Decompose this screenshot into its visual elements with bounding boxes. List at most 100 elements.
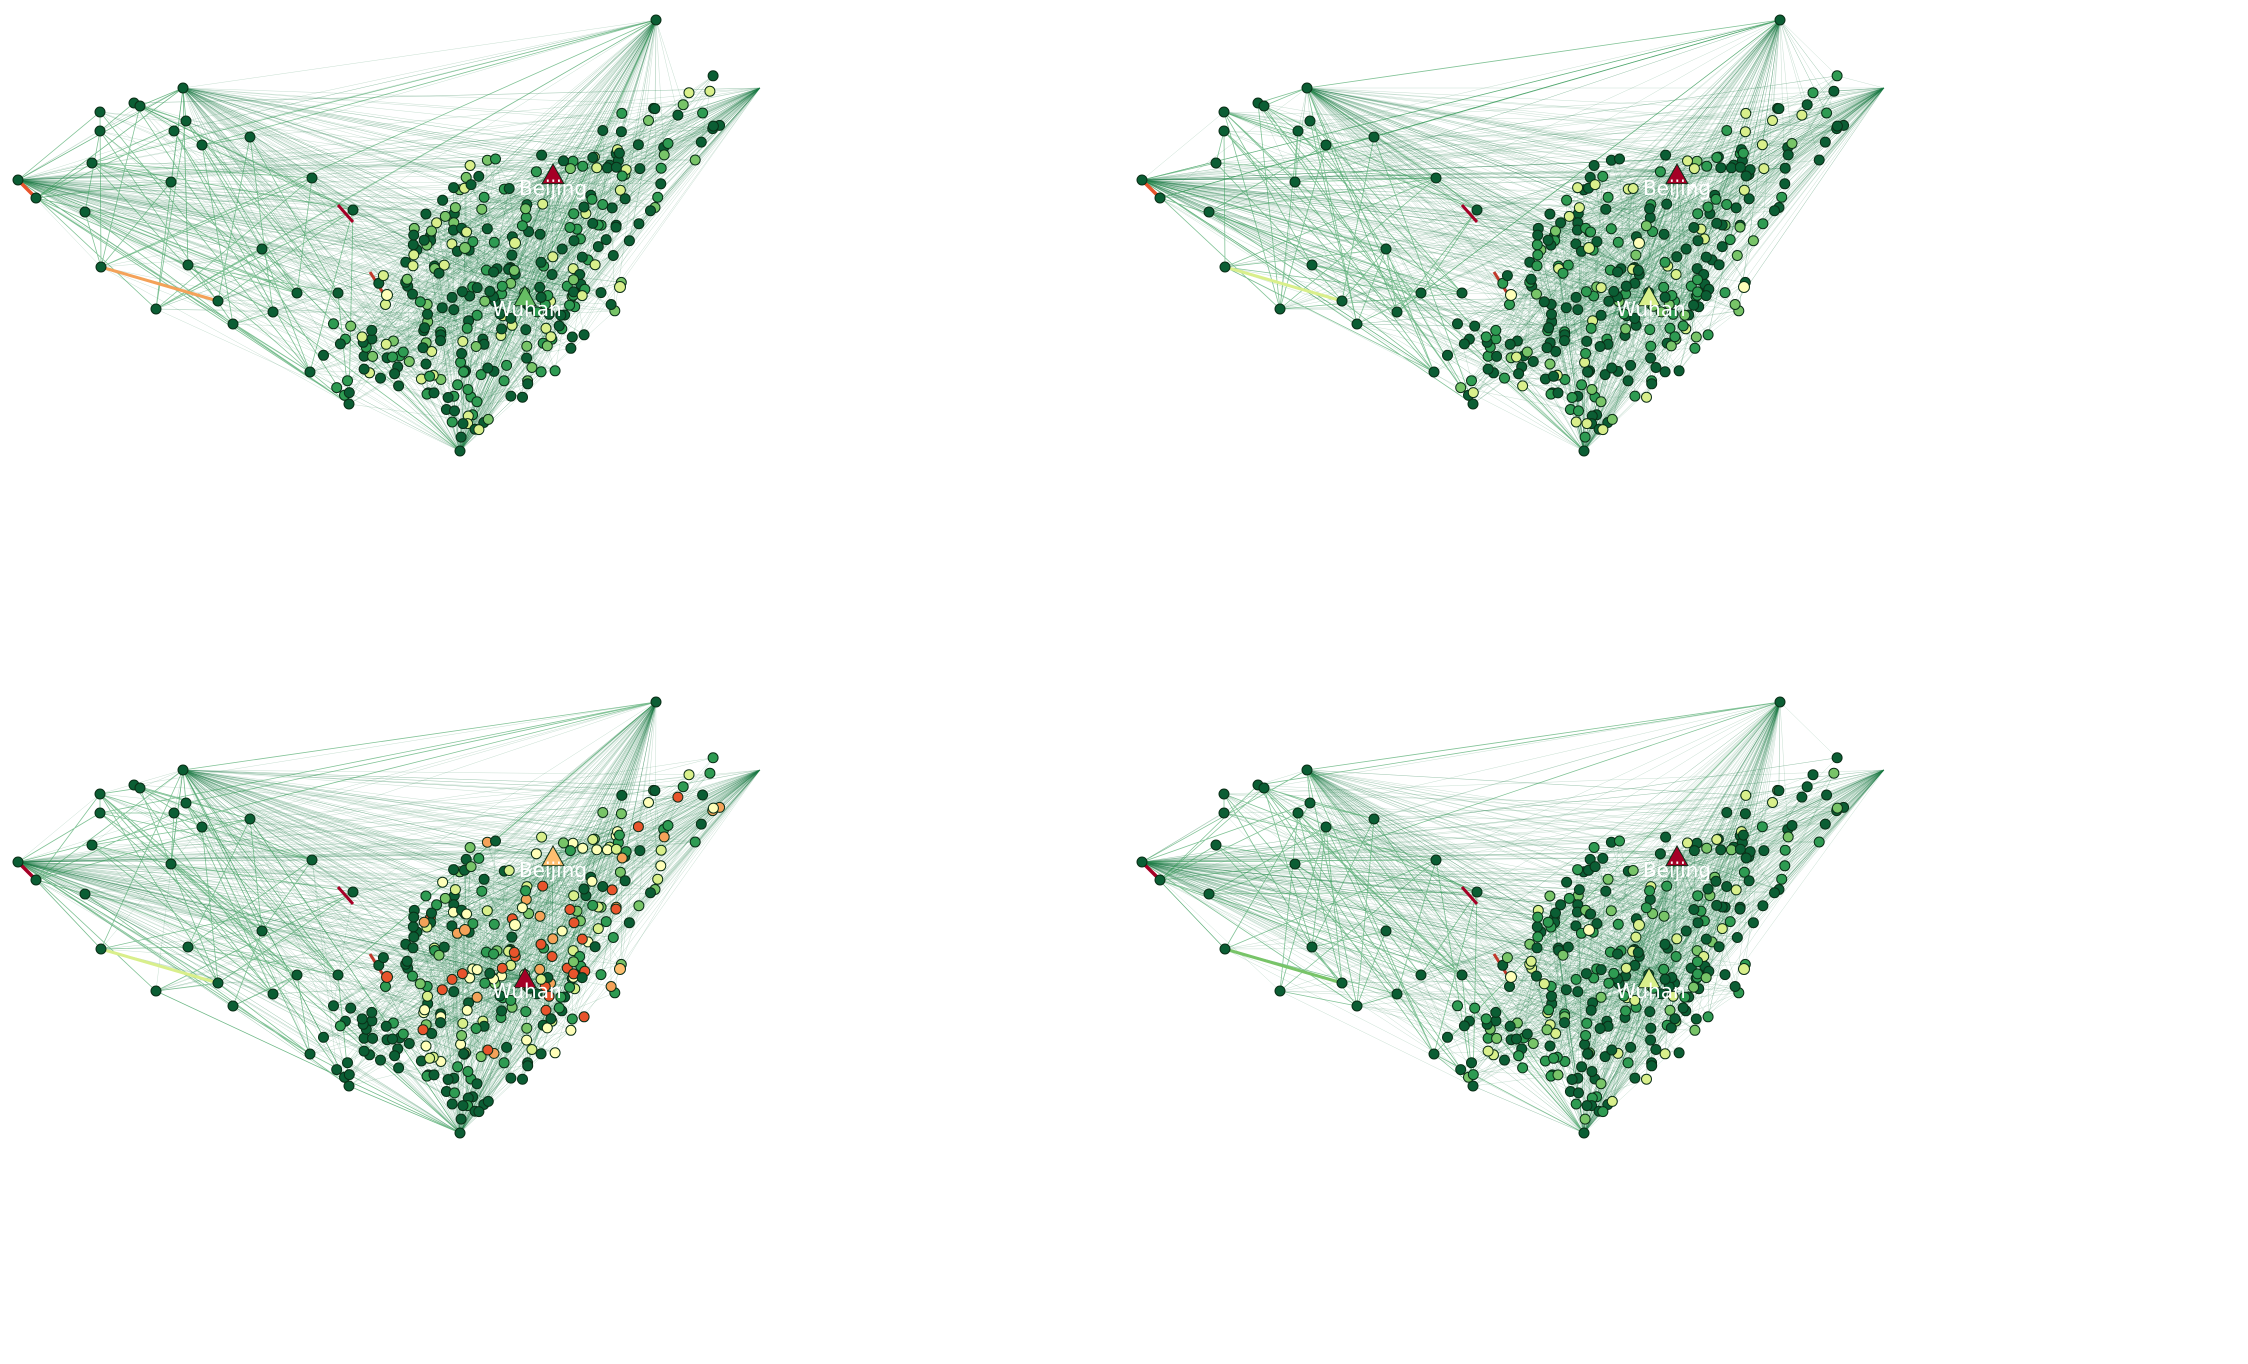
city-node xyxy=(481,223,493,235)
city-node xyxy=(1645,1022,1657,1034)
city-node xyxy=(1580,348,1592,359)
city-node xyxy=(1531,942,1543,954)
city-node xyxy=(1641,391,1652,403)
city-node xyxy=(1336,977,1348,989)
city-node xyxy=(458,366,470,378)
city-node xyxy=(1655,988,1667,1000)
city-node xyxy=(1620,323,1632,335)
west-edge-1 xyxy=(1224,265,1343,303)
city-node xyxy=(1258,782,1270,794)
city-node xyxy=(418,234,430,246)
city-node xyxy=(587,899,599,911)
center-edge xyxy=(1460,886,1479,905)
city-node xyxy=(1776,191,1788,203)
city-node xyxy=(1600,203,1612,215)
city-node xyxy=(1725,162,1737,174)
city-node xyxy=(1739,808,1751,820)
city-node xyxy=(1480,1013,1492,1025)
city-node xyxy=(506,931,518,943)
city-node xyxy=(1608,967,1620,979)
city-node xyxy=(1625,1041,1637,1053)
city-node xyxy=(482,362,494,374)
city-node xyxy=(442,392,454,403)
city-node xyxy=(652,873,664,885)
city-node xyxy=(448,304,460,316)
city-node xyxy=(1677,1002,1689,1014)
city-node xyxy=(564,845,576,857)
city-node xyxy=(520,885,532,897)
city-node xyxy=(1758,163,1770,175)
city-node xyxy=(1782,149,1794,161)
wuhan-marker xyxy=(513,284,537,307)
city-node xyxy=(1570,291,1582,303)
city-node xyxy=(1710,193,1722,205)
city-node xyxy=(1779,844,1791,856)
city-node xyxy=(1632,264,1644,276)
city-node xyxy=(1471,886,1483,898)
city-node xyxy=(1700,933,1712,945)
city-node xyxy=(79,206,91,218)
city-node xyxy=(1573,884,1585,896)
city-node xyxy=(182,259,194,271)
city-node xyxy=(1629,390,1641,402)
city-node xyxy=(1351,1000,1363,1012)
city-node xyxy=(449,884,461,896)
city-node xyxy=(408,931,420,943)
city-node xyxy=(1831,752,1843,764)
city-node xyxy=(1466,375,1477,387)
highlight-node-a xyxy=(381,971,393,983)
city-node xyxy=(387,1033,398,1045)
city-node xyxy=(1821,107,1833,119)
edge-bundle xyxy=(1141,701,1885,1134)
city-node xyxy=(1581,1017,1593,1029)
city-node xyxy=(556,243,568,255)
city-node xyxy=(1605,223,1617,235)
city-node xyxy=(380,299,391,310)
city-node xyxy=(1582,366,1594,378)
city-node xyxy=(1807,769,1819,781)
city-node xyxy=(1532,911,1544,923)
city-node xyxy=(1680,925,1692,937)
city-node xyxy=(1679,991,1691,1003)
city-node xyxy=(655,860,667,872)
wuhan-label: Wuhan xyxy=(1616,979,1685,1003)
city-node xyxy=(1688,981,1700,993)
city-node xyxy=(1380,243,1392,255)
city-node xyxy=(1747,235,1759,247)
city-node xyxy=(517,391,528,403)
city-node xyxy=(568,956,579,968)
city-node xyxy=(393,380,405,392)
city-node xyxy=(1801,781,1813,793)
city-node xyxy=(439,892,451,904)
city-node xyxy=(424,370,436,382)
city-node xyxy=(1716,241,1728,253)
city-node xyxy=(94,106,106,118)
city-node xyxy=(366,1006,378,1018)
city-node xyxy=(1480,331,1492,343)
city-node xyxy=(446,920,458,932)
city-node xyxy=(578,883,590,895)
city-node xyxy=(633,900,645,912)
city-node xyxy=(1612,918,1624,930)
city-node xyxy=(244,813,256,825)
city-node xyxy=(196,139,208,151)
city-node xyxy=(1702,201,1714,213)
city-node xyxy=(1688,845,1700,857)
city-node xyxy=(419,322,431,334)
city-node xyxy=(196,821,208,833)
highlight-node-b xyxy=(509,237,521,249)
city-node xyxy=(446,973,458,985)
city-node xyxy=(1779,178,1791,190)
city-node xyxy=(1737,147,1749,159)
city-node xyxy=(1428,366,1440,378)
city-node xyxy=(134,782,146,794)
city-node xyxy=(655,178,667,190)
wuhan-label: Wuhan xyxy=(492,979,561,1003)
city-node xyxy=(623,235,635,247)
city-node xyxy=(521,352,533,364)
city-node xyxy=(1599,369,1611,381)
city-node xyxy=(1499,1054,1510,1066)
city-node xyxy=(1659,938,1671,950)
city-node xyxy=(597,807,609,818)
city-node xyxy=(358,363,370,375)
